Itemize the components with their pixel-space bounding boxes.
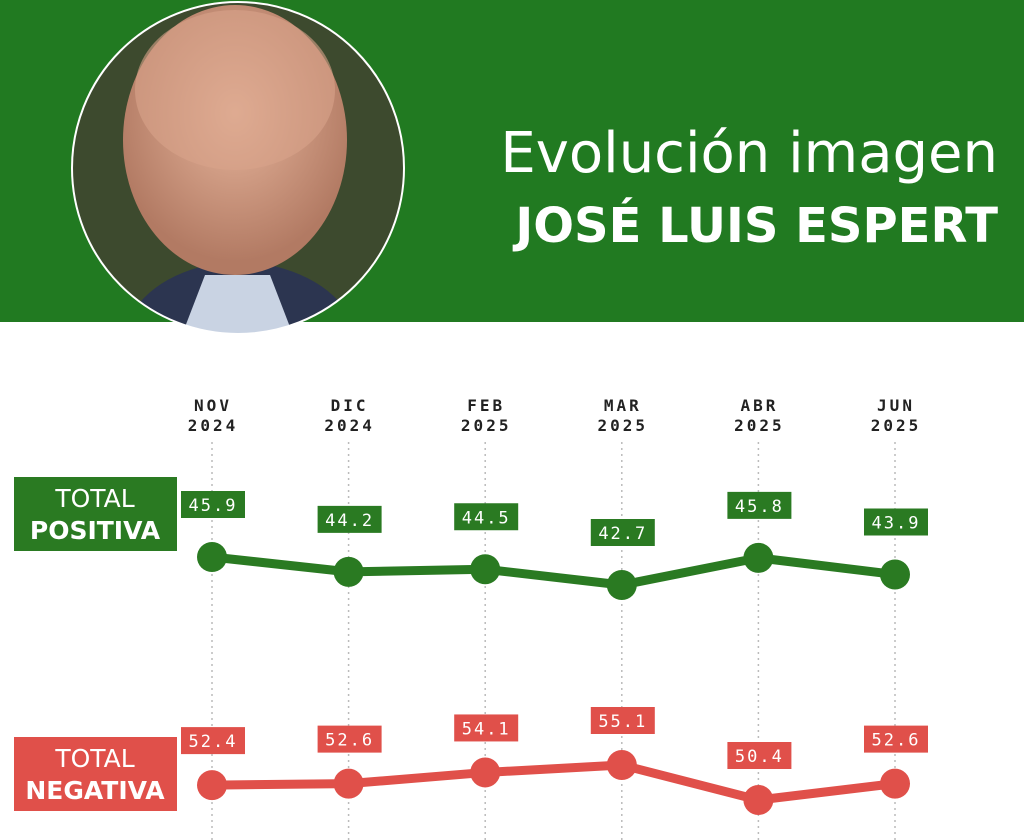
data-point (606, 570, 637, 600)
value-label: 45.9 (189, 496, 238, 516)
value-label: 52.4 (189, 732, 238, 752)
x-tick-label: DIC 2024 (324, 396, 375, 435)
legend-box (14, 477, 177, 551)
value-label: 43.9 (872, 514, 921, 534)
value-label-box (317, 505, 382, 533)
series-line (211, 552, 896, 590)
value-label: 50.4 (735, 747, 784, 767)
value-label-box (181, 491, 245, 518)
value-label: 44.2 (325, 511, 374, 531)
legend-label: TOTAL NEGATIVA (25, 744, 165, 805)
value-label: 52.6 (872, 731, 921, 751)
value-label: 44.5 (462, 508, 511, 528)
data-point (197, 770, 227, 801)
x-tick-label: JUN 2025 (871, 396, 922, 435)
legend-label: TOTAL POSITIVA (30, 484, 161, 545)
data-point (880, 559, 910, 590)
value-label-box (317, 725, 382, 753)
data-point (333, 768, 364, 799)
data-point (743, 785, 774, 815)
x-tick-label: ABR 2025 (734, 396, 785, 435)
portrait-border (71, 1, 405, 335)
x-tick-label: MAR 2025 (598, 396, 649, 435)
value-label-box (454, 503, 519, 531)
chart-subtitle: JOSÉ LUIS ESPERT (512, 197, 998, 254)
value-label: 52.6 (325, 731, 374, 751)
value-label: 45.8 (735, 497, 784, 517)
portrait (72, 2, 404, 334)
value-label: 42.7 (598, 524, 647, 544)
data-point (743, 542, 774, 573)
data-point (333, 556, 364, 587)
value-label-box (454, 714, 519, 742)
data-point (880, 768, 910, 799)
chart-title: Evolución imagen (500, 121, 998, 186)
x-tick-label: FEB 2025 (461, 396, 512, 435)
data-point (606, 750, 637, 780)
value-label: 55.1 (598, 712, 647, 732)
value-label-box (590, 519, 655, 546)
legend-box (14, 737, 177, 811)
value-label-box (590, 707, 655, 734)
value-label: 54.1 (462, 719, 511, 739)
value-label-box (864, 725, 928, 753)
value-label-box (727, 742, 792, 769)
value-label-box (727, 491, 792, 519)
value-label-box (181, 727, 245, 755)
x-tick-label: NOV 2024 (188, 396, 239, 435)
series-line (211, 760, 896, 805)
value-label-box (864, 508, 928, 536)
data-point (470, 554, 501, 585)
data-point (197, 542, 227, 572)
data-point (470, 757, 501, 788)
